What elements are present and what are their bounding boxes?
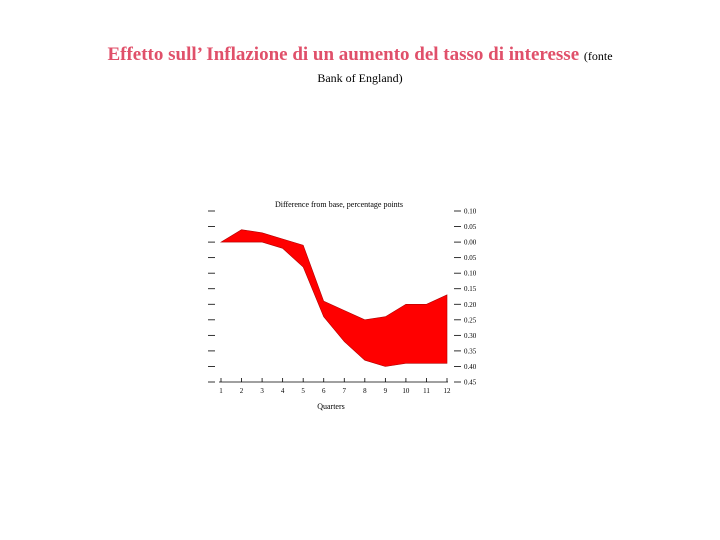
y-tick-label: 0.20 [464,301,477,309]
chart-title: Difference from base, percentage points [275,200,403,209]
x-ticks: 1 2 3 4 5 6 7 8 9 10 11 12 [219,378,451,395]
y-tick-label: 0.15 [464,285,477,293]
y-tick-label: 0.10 [464,270,477,278]
x-tick-label: 9 [384,387,388,395]
x-tick-label: 10 [402,387,410,395]
x-axis-label: Quarters [317,402,345,411]
y-tick-label: 0.05 [464,254,477,262]
y-tick-label: 0.25 [464,316,477,324]
x-tick-label: 4 [281,387,285,395]
y-tick-label: 0.30 [464,332,477,340]
inflation-effect-chart: Difference from base, percentage points … [208,200,477,411]
confidence-band [219,229,448,367]
x-tick-label: 12 [444,387,452,395]
y-tick-label: 0.00 [464,239,477,247]
slide-title-text: Effetto sull’ Inflazione di un aumento d… [107,44,580,65]
y-tick-label: 0.35 [464,347,477,355]
x-tick-label: 11 [423,387,430,395]
x-tick-label: 6 [322,387,326,395]
source-suffix: Bank of England) [317,71,403,85]
x-tick-label: 7 [343,387,347,395]
source-prefix: (fonte [583,49,613,63]
slide-title: Effetto sull’ Inflazione di un aumento d… [0,44,720,66]
y-tick-label: 0.10 [464,208,477,216]
x-tick-label: 5 [301,387,305,395]
y-tick-label: 0.40 [464,363,477,371]
y-ticks-left [208,210,215,383]
x-tick-label: 2 [240,387,244,395]
y-ticks-right: 0.10 0.05 0.00 0.05 0.10 0.15 0.20 0.25 0.30 0.35… [454,208,477,387]
x-tick-label: 8 [363,387,367,395]
x-tick-label: 1 [219,387,223,395]
x-tick-label: 3 [260,387,264,395]
y-tick-label: 0.45 [464,379,477,387]
y-tick-label: 0.05 [464,223,477,231]
